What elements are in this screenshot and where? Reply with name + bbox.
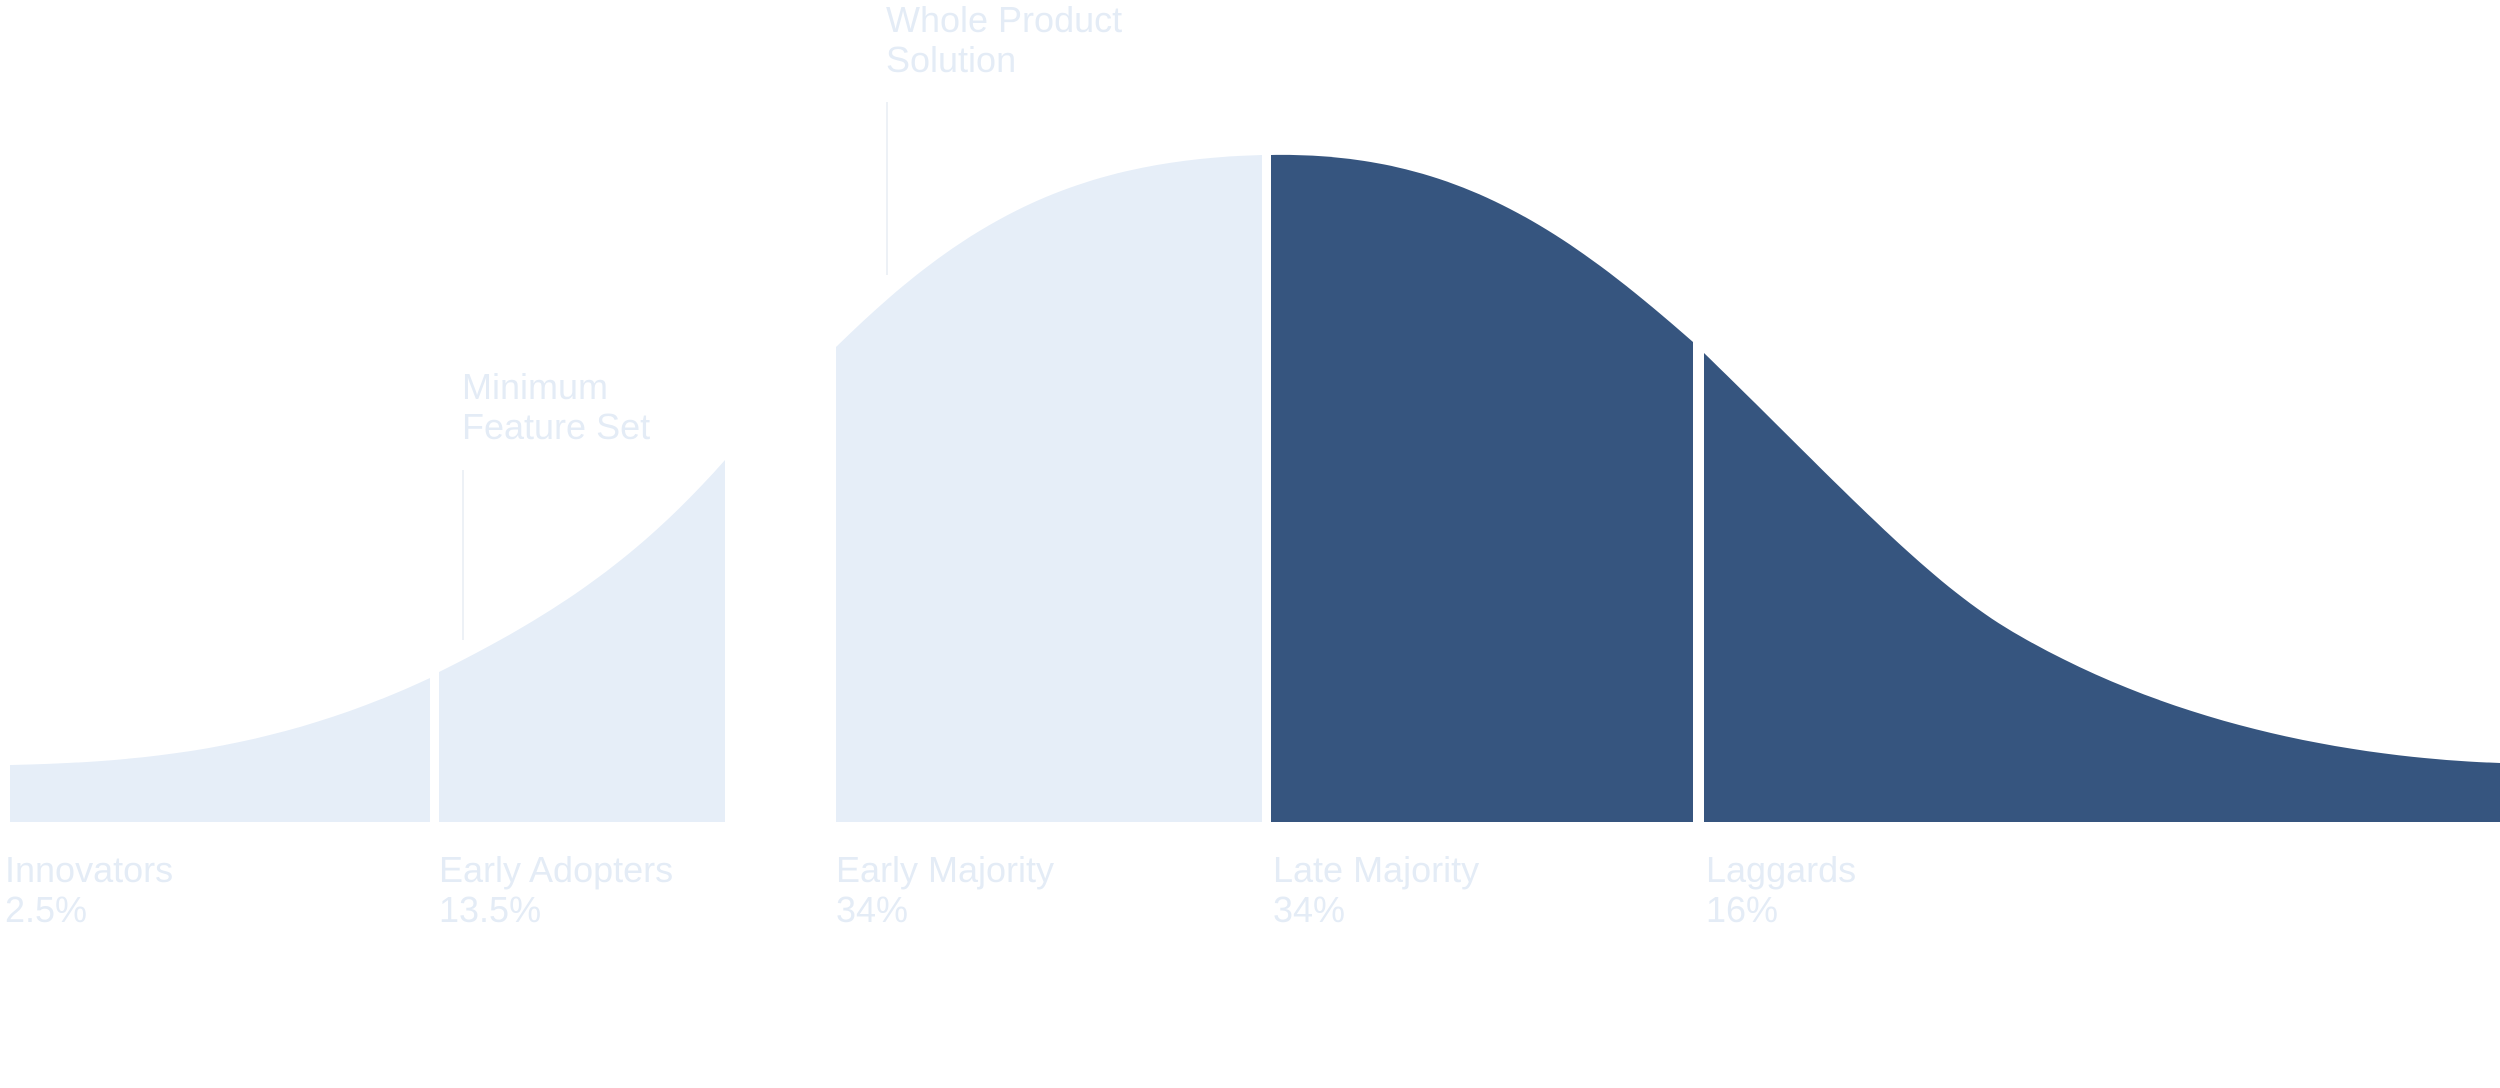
whole-product-solution-line1: Whole Product bbox=[886, 0, 1123, 40]
segment-label-laggards: Laggards 16% bbox=[1706, 850, 1856, 930]
segment-innovators-area bbox=[10, 678, 430, 822]
segment-percent: 34% bbox=[836, 889, 909, 930]
whole-product-solution-annotation: Whole Product Solution bbox=[886, 0, 1122, 80]
segment-label-early-majority: Early Majority 34% bbox=[836, 850, 1054, 930]
segment-name: Early Majority bbox=[836, 849, 1055, 890]
minimum-feature-set-annotation: Minimum Feature Set bbox=[462, 367, 650, 447]
minimum-feature-set-line2: Feature Set bbox=[462, 406, 651, 447]
segment-name: Late Majority bbox=[1273, 849, 1480, 890]
segment-name: Innovators bbox=[5, 849, 174, 890]
whole-product-solution-line2: Solution bbox=[886, 39, 1017, 80]
segment-percent: 13.5% bbox=[439, 889, 542, 930]
segment-label-early-adopters: Early Adopters 13.5% bbox=[439, 850, 673, 930]
minimum-feature-set-line1: Minimum bbox=[462, 366, 609, 407]
segment-percent: 34% bbox=[1273, 889, 1346, 930]
segment-label-late-majority: Late Majority 34% bbox=[1273, 850, 1479, 930]
segment-early-adopters-area bbox=[439, 460, 725, 822]
segment-percent: 2.5% bbox=[5, 889, 88, 930]
segment-laggards-area bbox=[1704, 353, 2500, 822]
segment-name: Laggards bbox=[1706, 849, 1857, 890]
segment-label-innovators: Innovators 2.5% bbox=[5, 850, 173, 930]
segment-name: Early Adopters bbox=[439, 849, 674, 890]
segment-late-majority-area bbox=[1271, 154, 1693, 822]
segment-early-majority-area bbox=[836, 155, 1262, 822]
segment-percent: 16% bbox=[1706, 889, 1779, 930]
